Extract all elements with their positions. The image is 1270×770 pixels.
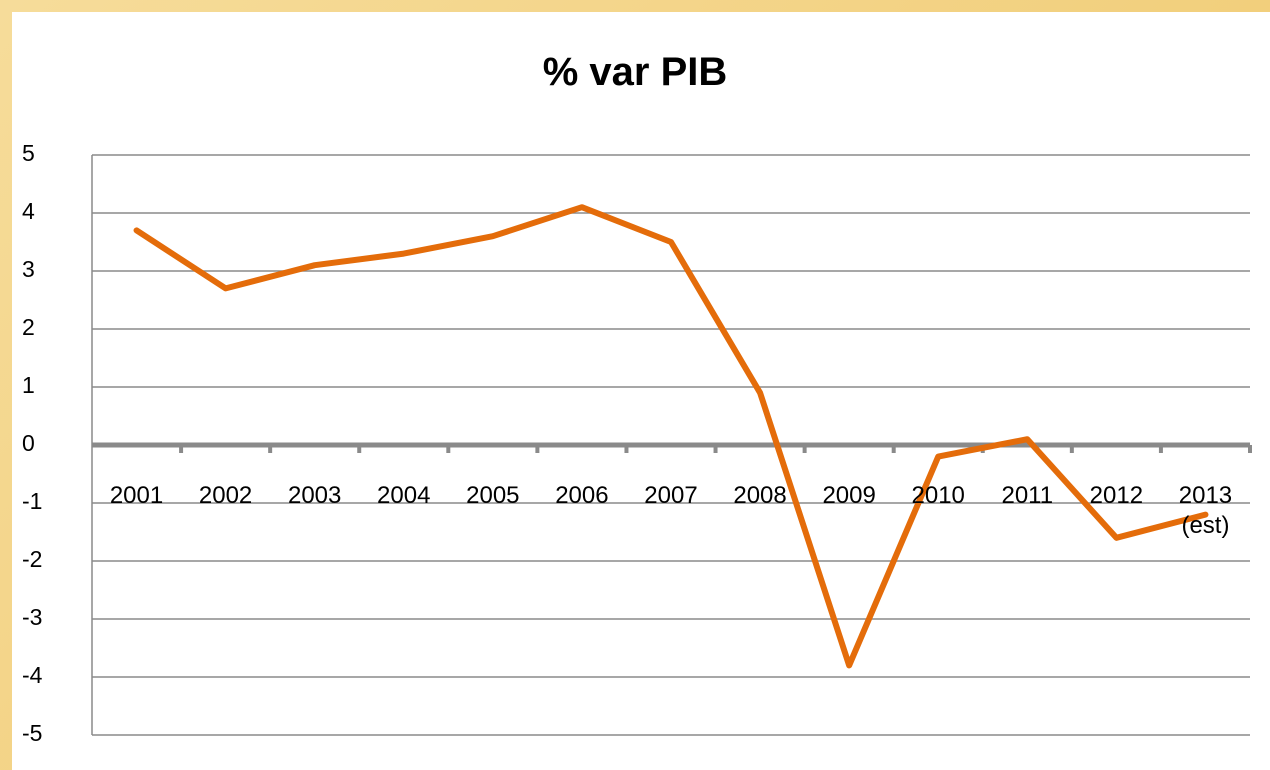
- x-tick-label: 2010: [911, 482, 965, 509]
- y-tick-label: 2: [22, 314, 35, 340]
- y-tick-label: 1: [22, 372, 35, 398]
- y-tick-label: 4: [22, 198, 35, 224]
- y-tick-label: 3: [22, 256, 35, 282]
- x-tick-label: 2007: [644, 482, 698, 509]
- x-tick-label: 2005: [466, 482, 520, 509]
- x-tick-label: 2012: [1089, 482, 1144, 509]
- x-tick-label: 2002: [198, 482, 253, 509]
- x-tick-label: 2011: [1001, 482, 1054, 509]
- x-tick-label: 2001: [109, 482, 164, 509]
- y-tick-label: -3: [22, 604, 42, 630]
- x-tick-label: 2013 (est): [1178, 482, 1233, 539]
- x-tick-label: 2009: [822, 482, 876, 509]
- data-line: [133, 204, 1209, 669]
- x-tick-label: 2004: [377, 482, 431, 509]
- y-tick-label: -1: [22, 488, 42, 514]
- y-tick-label: -2: [22, 546, 42, 572]
- y-tick-label: 0: [22, 430, 35, 456]
- chart-area: [12, 12, 1270, 770]
- x-tick-label: 2003: [287, 482, 342, 509]
- chart-title: % var PIB: [542, 50, 728, 94]
- y-tick-label: -5: [22, 720, 42, 746]
- x-tick-label: 2006: [555, 482, 609, 509]
- y-tick-label: 5: [22, 140, 35, 166]
- x-tick-label: 2008: [733, 482, 787, 509]
- y-tick-label: -4: [22, 662, 43, 688]
